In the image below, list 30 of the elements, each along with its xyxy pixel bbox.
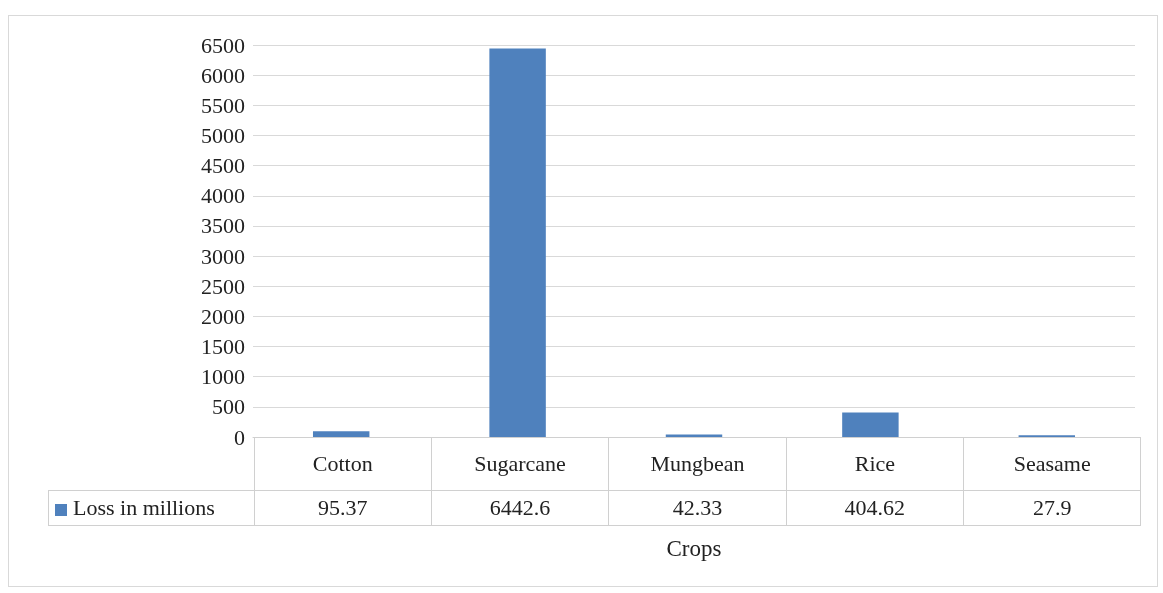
- y-tick-label: 0: [234, 424, 245, 450]
- y-tick-label: 6500: [201, 32, 245, 58]
- y-tick-label: 2500: [201, 273, 245, 299]
- data-label: 6442.6: [431, 490, 609, 526]
- bar: [489, 48, 546, 437]
- data-label: 404.62: [786, 490, 964, 526]
- bar: [842, 412, 899, 437]
- x-tick-label: Seasame: [963, 437, 1141, 491]
- x-tick-label: Sugarcane: [431, 437, 609, 491]
- legend-label: Loss in millions: [48, 490, 254, 526]
- x-tick-label: Rice: [786, 437, 964, 491]
- data-label: 42.33: [608, 490, 787, 526]
- y-tick-label: 5500: [201, 92, 245, 118]
- y-tick-label: 4500: [201, 153, 245, 179]
- x-axis-title: Crops: [665, 536, 723, 562]
- y-tick-label: 1000: [201, 364, 245, 390]
- y-tick-label: 5000: [201, 122, 245, 148]
- data-label: 95.37: [254, 490, 432, 526]
- x-tick-label: Cotton: [254, 437, 432, 491]
- y-tick-label: 3000: [201, 243, 245, 269]
- y-tick-label: 6000: [201, 62, 245, 88]
- y-tick-label: 2000: [201, 303, 245, 329]
- y-tick-label: 3500: [201, 213, 245, 239]
- bar: [312, 431, 370, 437]
- y-tick-label: 1500: [201, 334, 245, 360]
- y-tick-label: 500: [212, 394, 245, 420]
- x-tick-label: Mungbean: [608, 437, 787, 491]
- y-tick-label: 4000: [201, 183, 245, 209]
- data-label: 27.9: [963, 490, 1141, 526]
- bar: [665, 434, 723, 437]
